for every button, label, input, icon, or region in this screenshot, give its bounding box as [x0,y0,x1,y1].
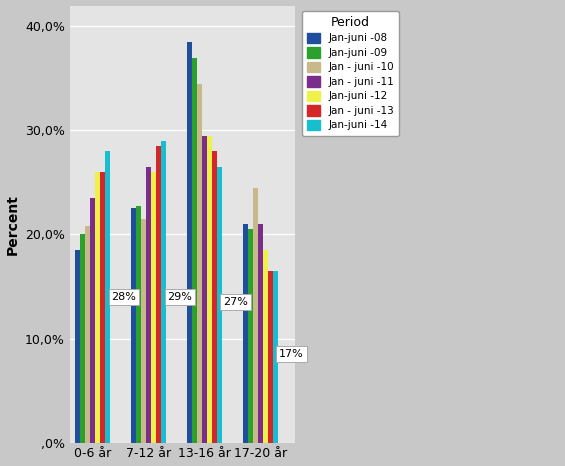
Bar [101,172,105,443]
Bar [131,208,136,443]
Bar [217,167,222,443]
Bar [161,141,166,443]
Bar [146,167,151,443]
Bar [95,172,101,443]
Bar [248,229,253,443]
Text: 28%: 28% [111,292,136,302]
Bar [90,198,95,443]
Bar [263,250,268,443]
Bar [151,172,157,443]
Bar [105,151,110,443]
Text: 29%: 29% [167,292,192,302]
Bar [136,206,141,443]
Y-axis label: Percent: Percent [6,194,20,254]
Bar [85,226,90,443]
Bar [141,219,146,443]
Bar [157,146,161,443]
Bar [273,271,278,443]
Bar [258,224,263,443]
Bar [197,83,202,443]
Bar [75,250,80,443]
Bar [268,271,273,443]
Legend: Jan-juni -08, Jan-juni -09, Jan - juni -10, Jan - juni -11, Jan-juni -12, Jan - : Jan-juni -08, Jan-juni -09, Jan - juni -… [302,11,399,136]
Bar [80,234,85,443]
Bar [243,224,248,443]
Bar [253,188,258,443]
Bar [202,136,207,443]
Text: 27%: 27% [223,297,248,307]
Bar [212,151,217,443]
Bar [192,58,197,443]
Bar [207,136,212,443]
Text: 17%: 17% [279,349,304,359]
Bar [187,42,192,443]
